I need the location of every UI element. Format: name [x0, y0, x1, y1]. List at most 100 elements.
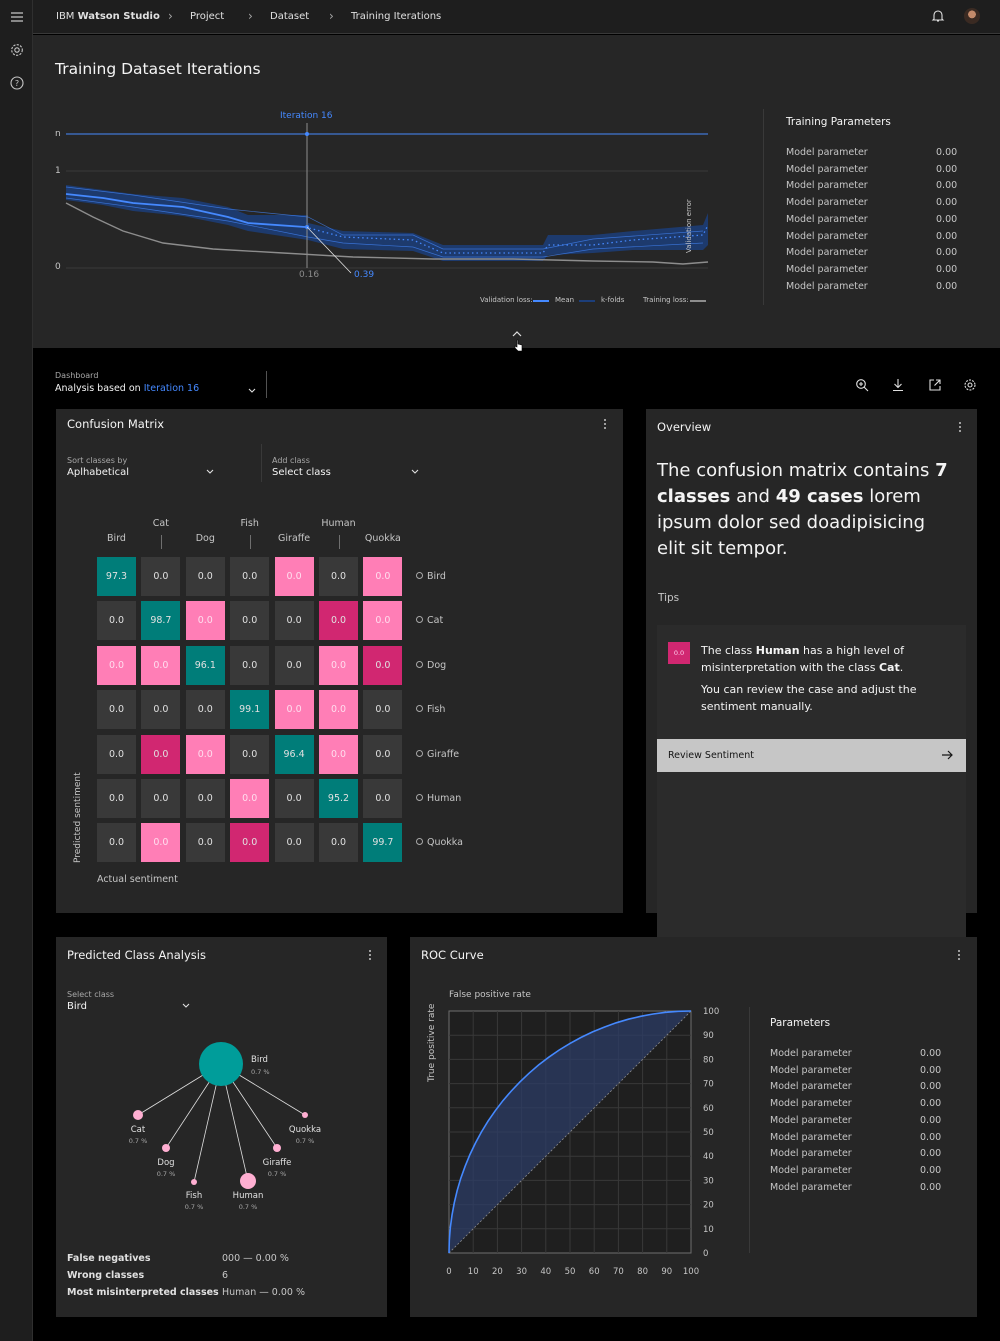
matrix-cell[interactable]: 0.0	[230, 823, 270, 863]
class-node[interactable]	[273, 1144, 281, 1152]
matrix-cell[interactable]: 0.0	[185, 734, 225, 774]
stat-value: 000 — 0.00 %	[222, 1253, 289, 1264]
x-tick-label: 50	[565, 1267, 576, 1277]
chevron-right-icon: ›	[168, 9, 173, 23]
chevron-down-icon[interactable]	[247, 385, 257, 395]
matrix-cell[interactable]: 96.1	[185, 645, 225, 685]
predicted-class-graph[interactable]: Bird 0.7 % Cat 0.7 % Dog 0.7 % Fish 0.7 % Human 0…	[56, 937, 387, 1237]
breadcrumb-training-iterations[interactable]: Training Iterations	[351, 11, 442, 22]
param-name: Model parameter	[786, 263, 868, 275]
select-class-dropdown[interactable]: Select class Bird	[67, 990, 191, 1012]
overflow-menu-icon[interactable]	[599, 417, 611, 431]
review-sentiment-button[interactable]: Review Sentiment	[657, 739, 966, 772]
matrix-cell[interactable]: 0.0	[319, 734, 358, 774]
breadcrumb-project[interactable]: Project	[190, 11, 225, 22]
matrix-cell[interactable]: 0.0	[319, 645, 358, 685]
brand[interactable]: IBM Watson Studio	[56, 11, 160, 22]
matrix-cell[interactable]: 0.0	[274, 645, 314, 685]
class-node[interactable]	[191, 1179, 197, 1185]
matrix-cell[interactable]: 0.0	[185, 601, 225, 641]
matrix-cell[interactable]: 0.0	[363, 557, 403, 596]
class-node[interactable]	[133, 1110, 143, 1120]
add-class-label: Add class	[272, 456, 310, 465]
matrix-cell[interactable]: 0.0	[185, 690, 225, 730]
zoom-in-icon[interactable]	[855, 378, 869, 392]
card-title: Overview	[657, 420, 712, 434]
matrix-cell[interactable]: 95.2	[319, 779, 358, 818]
menu-icon[interactable]	[9, 9, 25, 25]
matrix-cell[interactable]: 0.0	[97, 645, 136, 685]
center-node[interactable]	[199, 1042, 243, 1086]
matrix-cell[interactable]: 0.0	[363, 690, 403, 730]
class-node[interactable]	[240, 1173, 256, 1189]
roc-chart[interactable]: 0 10 20 30 40 50 60 70 80 90 100100908070605040302…	[410, 937, 750, 1317]
matrix-cell[interactable]: 0.0	[274, 690, 314, 730]
matrix-cell[interactable]: 0.0	[363, 779, 403, 818]
row-label[interactable]: Giraffe	[416, 749, 459, 760]
gear-icon[interactable]	[9, 42, 25, 58]
matrix-cell[interactable]: 0.0	[185, 557, 225, 596]
matrix-cell[interactable]: 0.0	[185, 779, 225, 818]
matrix-cell[interactable]: 0.0	[97, 779, 136, 818]
matrix-cell[interactable]: 0.0	[230, 557, 270, 596]
matrix-cell[interactable]: 0.0	[141, 557, 181, 596]
matrix-cell[interactable]: 96.4	[274, 734, 314, 774]
matrix-cell[interactable]: 0.0	[274, 557, 314, 596]
matrix-cell[interactable]: 0.0	[319, 690, 358, 730]
matrix-cell[interactable]: 0.0	[230, 779, 270, 818]
settings-icon[interactable]	[963, 378, 977, 392]
matrix-cell[interactable]: 0.0	[97, 690, 136, 730]
overflow-menu-icon[interactable]	[953, 948, 965, 962]
matrix-cell[interactable]: 0.0	[185, 823, 225, 863]
matrix-cell[interactable]: 0.0	[363, 645, 403, 685]
row-label[interactable]: Fish	[416, 704, 445, 715]
matrix-cell[interactable]: 0.0	[97, 734, 136, 774]
matrix-cell[interactable]: 0.0	[141, 779, 181, 818]
launch-icon[interactable]	[928, 378, 942, 392]
matrix-cell[interactable]: 0.0	[97, 601, 136, 641]
side-rail: ?	[0, 0, 33, 1341]
brand-light: IBM	[56, 11, 75, 22]
class-node[interactable]	[162, 1144, 170, 1152]
training-iterations-chart[interactable]	[33, 35, 753, 325]
avatar[interactable]	[964, 8, 980, 24]
matrix-cell[interactable]: 0.0	[230, 601, 270, 641]
breadcrumb-dataset[interactable]: Dataset	[270, 11, 310, 22]
row-label[interactable]: Cat	[416, 615, 443, 626]
matrix-cell[interactable]: 0.0	[97, 823, 136, 863]
matrix-cell[interactable]: 97.3	[97, 557, 136, 596]
matrix-cell[interactable]: 98.7	[141, 601, 181, 641]
matrix-cell[interactable]: 0.0	[319, 601, 358, 641]
matrix-cell[interactable]: 0.0	[274, 823, 314, 863]
stat-label: False negatives	[67, 1253, 151, 1264]
class-node[interactable]	[302, 1112, 308, 1118]
download-icon[interactable]	[891, 378, 905, 392]
overflow-menu-icon[interactable]	[364, 948, 376, 962]
row-label[interactable]: Quokka	[416, 837, 463, 848]
row-label[interactable]: Dog	[416, 660, 446, 671]
analysis-select[interactable]: Analysis based on Iteration 16	[55, 383, 199, 394]
help-icon[interactable]: ?	[9, 75, 25, 91]
row-label[interactable]: Human	[416, 793, 461, 804]
add-class-dropdown[interactable]: Add class Select class	[272, 456, 420, 478]
matrix-cell[interactable]: 0.0	[319, 557, 358, 596]
overflow-menu-icon[interactable]	[954, 420, 966, 434]
matrix-cell[interactable]: 0.0	[230, 734, 270, 774]
matrix-cell[interactable]: 0.0	[141, 734, 181, 774]
matrix-cell[interactable]: 99.1	[230, 690, 270, 730]
matrix-cell[interactable]: 0.0	[141, 645, 181, 685]
matrix-cell[interactable]: 99.7	[363, 823, 403, 863]
chevron-up-icon[interactable]	[511, 329, 523, 339]
matrix-cell[interactable]: 0.0	[363, 734, 403, 774]
sort-classes-dropdown[interactable]: Sort classes by Aplhabetical	[67, 456, 215, 478]
matrix-cell[interactable]: 0.0	[230, 645, 270, 685]
matrix-cell[interactable]: 0.0	[141, 823, 181, 863]
matrix-cell[interactable]: 0.0	[141, 690, 181, 730]
notification-bell-icon[interactable]	[931, 9, 945, 23]
matrix-cell[interactable]: 0.0	[363, 601, 403, 641]
row-label[interactable]: Bird	[416, 571, 446, 582]
matrix-cell[interactable]: 0.0	[274, 601, 314, 641]
select-class-label: Select class	[67, 990, 115, 999]
matrix-cell[interactable]: 0.0	[319, 823, 358, 863]
matrix-cell[interactable]: 0.0	[274, 779, 314, 818]
